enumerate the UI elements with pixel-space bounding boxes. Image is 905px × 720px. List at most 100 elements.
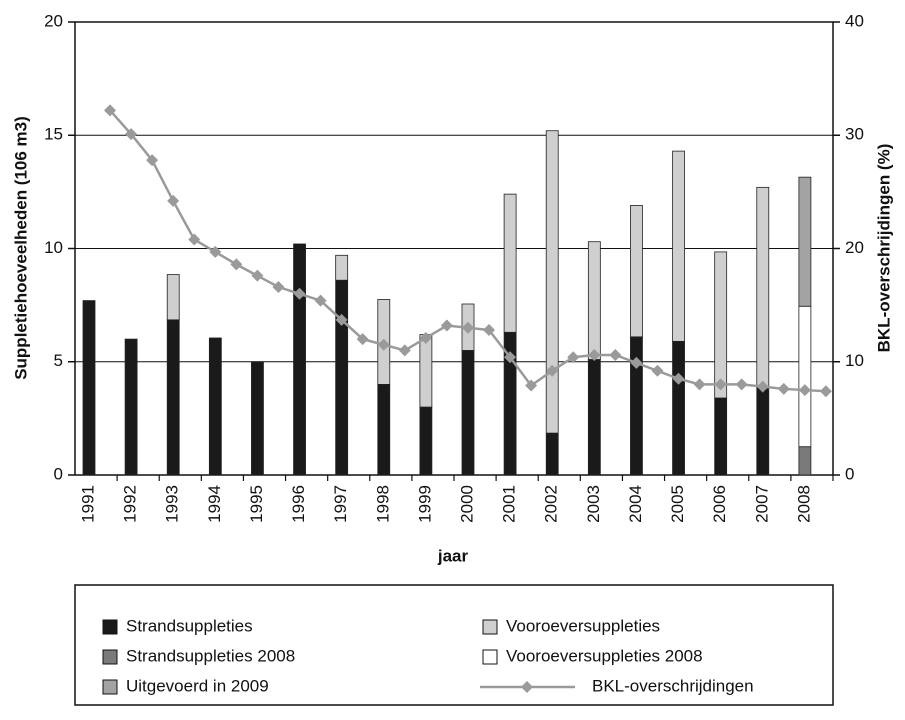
x-tick-label: 1997 [331, 485, 350, 523]
bar [756, 386, 770, 476]
bar [377, 383, 391, 476]
line-marker [419, 331, 432, 344]
line-marker [314, 294, 327, 307]
bar [798, 446, 812, 476]
bar [545, 432, 559, 476]
legend-label: Strandsuppleties [126, 616, 253, 635]
x-tick-label: 2007 [752, 485, 771, 523]
line-marker [735, 378, 748, 391]
legend-label: Strandsuppleties 2008 [126, 646, 295, 665]
line-marker [398, 344, 411, 357]
line-marker [293, 287, 306, 300]
legend-marker [521, 681, 533, 693]
y2-tick-label: 10 [845, 351, 864, 370]
bar [461, 350, 475, 476]
line-marker [483, 324, 495, 337]
x-tick-label: 2005 [668, 485, 687, 523]
bar [251, 361, 264, 476]
line-marker [525, 379, 538, 392]
bar [587, 241, 601, 360]
line-marker [440, 319, 453, 332]
bar [798, 176, 812, 307]
legend-label: BKL-overschrijdingen [592, 676, 754, 695]
bar [335, 254, 349, 281]
bar [545, 130, 559, 434]
line-marker [630, 356, 643, 369]
line-marker [461, 321, 474, 334]
line-marker [230, 258, 243, 271]
x-tick-label: 2004 [626, 485, 645, 523]
bar [335, 279, 349, 476]
y2-axis-label: BKL-overschrijdingen (%) [874, 144, 893, 353]
x-tick-label: 1998 [373, 485, 392, 523]
bar [714, 251, 728, 399]
x-axis-label: jaar [437, 546, 469, 565]
bar [503, 193, 517, 333]
line-marker [546, 364, 559, 377]
line-marker [167, 194, 180, 207]
x-tick-label: 2003 [584, 485, 603, 523]
legend-swatch [482, 619, 498, 635]
line-marker [251, 269, 264, 282]
x-tick-label: 2002 [542, 485, 561, 523]
bar [82, 300, 96, 476]
legend-swatch [102, 679, 118, 695]
line-marker [777, 382, 790, 395]
line-marker [609, 348, 622, 361]
x-tick-label: 1996 [289, 485, 308, 523]
line-marker [188, 233, 201, 246]
line-marker [125, 128, 138, 141]
bar [166, 319, 180, 476]
line-marker [693, 378, 706, 391]
bar [756, 186, 770, 388]
line-marker [567, 351, 580, 364]
y-tick-label: 0 [54, 464, 63, 483]
x-tick-label: 1991 [78, 485, 97, 523]
x-tick-label: 2006 [710, 485, 729, 523]
y-tick-label: 10 [44, 238, 63, 257]
bar [208, 337, 222, 476]
legend-label: Uitgevoerd in 2009 [126, 676, 269, 695]
x-tick-label: 1992 [121, 485, 140, 523]
bar [166, 274, 180, 321]
bar [630, 205, 643, 338]
line-marker [651, 364, 664, 377]
bar [419, 406, 433, 476]
line-marker [335, 313, 348, 326]
y-axis-label: Suppletiehoeveelheden (106 m3) [11, 116, 30, 380]
line-marker [356, 333, 369, 346]
bar [587, 359, 601, 476]
y-tick-label: 20 [44, 11, 63, 30]
bar [419, 334, 433, 408]
y2-tick-label: 40 [845, 11, 864, 30]
line-marker [798, 384, 811, 397]
y2-tick-label: 30 [845, 125, 864, 144]
line-marker [377, 338, 390, 351]
y-tick-label: 15 [44, 125, 63, 144]
x-tick-label: 2000 [457, 485, 476, 523]
legend-swatch [102, 619, 118, 635]
bar [798, 305, 812, 448]
line-marker [756, 380, 769, 393]
line-marker [104, 104, 116, 117]
line-marker [272, 281, 285, 294]
y-tick-label: 5 [54, 351, 63, 370]
bar [293, 243, 306, 476]
line-marker [504, 351, 517, 364]
line-marker [714, 378, 727, 391]
legend-swatch [102, 649, 118, 665]
line-marker [146, 154, 159, 167]
line-marker [588, 348, 601, 361]
bar [714, 397, 728, 476]
legend-swatch [482, 649, 498, 665]
bar [672, 150, 685, 342]
x-tick-label: 1995 [247, 485, 266, 523]
legend-box [74, 584, 834, 706]
line-marker [819, 385, 832, 398]
legend-label: Vooroeversuppleties [506, 616, 660, 635]
y2-tick-label: 0 [845, 464, 854, 483]
x-tick-label: 2001 [500, 485, 519, 523]
x-tick-label: 1994 [205, 485, 224, 523]
x-tick-label: 2008 [794, 485, 813, 523]
